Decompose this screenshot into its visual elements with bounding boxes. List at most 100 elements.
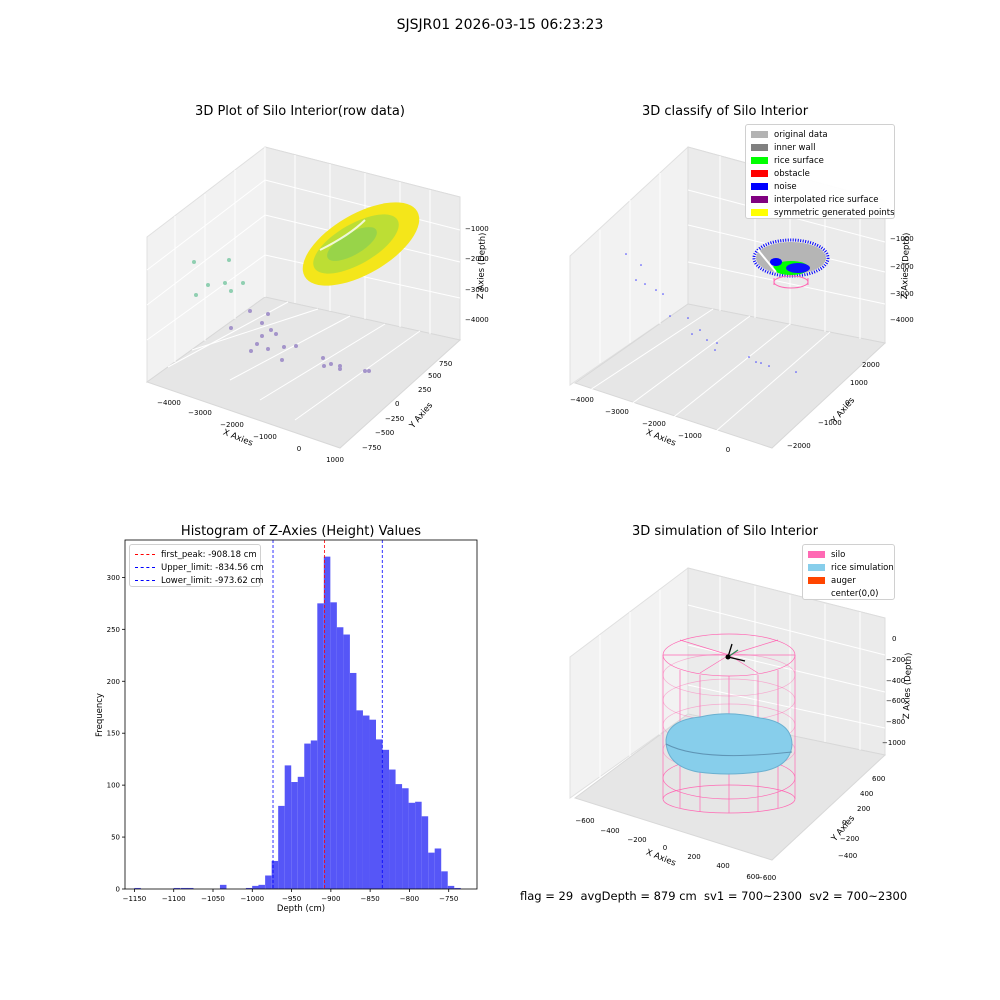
plot1-grid bbox=[146, 147, 461, 421]
plot2-xlabel: X Axies bbox=[644, 428, 677, 449]
plot4-ztick: −800 bbox=[886, 718, 905, 726]
legend-label: inner wall bbox=[774, 142, 816, 153]
legend-label: noise bbox=[774, 181, 797, 192]
legend-label: first_peak: -908.18 cm bbox=[161, 549, 257, 560]
legend-swatch bbox=[751, 131, 768, 138]
hist-ylabel: Frequency bbox=[95, 693, 105, 737]
plot2-legend: original data inner wall rice surface ob… bbox=[745, 124, 895, 219]
plot1-panes bbox=[145, 146, 462, 449]
hist-bar bbox=[421, 816, 429, 889]
legend-item-lower-limit: Lower_limit: -973.62 cm bbox=[135, 574, 263, 587]
legend-swatch bbox=[751, 144, 768, 151]
plot4-ztick: −1000 bbox=[882, 739, 906, 747]
hist-bar bbox=[252, 885, 259, 889]
hist-bar bbox=[258, 884, 265, 889]
plot4-xtick: 600 bbox=[746, 873, 759, 881]
plot1-zlabel: Z Axies (Depth) bbox=[476, 232, 488, 299]
hist-frame bbox=[124, 539, 478, 890]
hist-bar bbox=[402, 788, 409, 889]
plot2-ytick: −2000 bbox=[787, 442, 811, 450]
plot1-xtick: 1000 bbox=[326, 456, 344, 464]
legend-label: rice simulation bbox=[831, 562, 894, 573]
legend-item-original-data: original data bbox=[751, 128, 889, 141]
hist-bar bbox=[265, 875, 272, 889]
hist-bar bbox=[219, 884, 227, 889]
legend-swatch bbox=[751, 170, 768, 177]
plot2-points bbox=[625, 238, 830, 373]
plot4-ztick: −600 bbox=[886, 697, 905, 705]
legend-item-auger: auger bbox=[808, 574, 889, 587]
plot2-ytick: 1000 bbox=[850, 379, 868, 387]
legend-label: interpolated rice surface bbox=[774, 194, 879, 205]
hist-xtick-label: −950 bbox=[282, 895, 301, 903]
plot4-z-ticks: 0 −200 −400 −600 −800 −1000 bbox=[882, 635, 906, 747]
plot2-xtick: −2000 bbox=[642, 420, 666, 428]
legend-swatch bbox=[135, 554, 155, 555]
plot2-xtick: −3000 bbox=[605, 408, 629, 416]
plot4-ytick: −200 bbox=[840, 835, 859, 843]
hist-bar bbox=[304, 743, 311, 889]
legend-swatch bbox=[135, 567, 155, 568]
hist-bar bbox=[284, 765, 292, 889]
hist-bar bbox=[173, 887, 181, 889]
hist-bar bbox=[271, 860, 279, 889]
plot1-xtick: −4000 bbox=[157, 399, 181, 407]
legend-swatch bbox=[751, 209, 768, 216]
hist-axes: −1150 −1100 −1050 −1000 −950 −900 −850 −800 −750… bbox=[95, 539, 478, 914]
hist-bar bbox=[447, 885, 455, 889]
hist-x-ticks: −1150 −1100 −1050 −1000 −950 −900 −850 −800 −750 bbox=[123, 889, 458, 903]
hist-xlabel: Depth (cm) bbox=[277, 904, 325, 914]
plot4-ztick: 0 bbox=[892, 635, 896, 643]
plot2-title: 3D classify of Silo Interior bbox=[641, 104, 809, 119]
plot2-ztick: −3000 bbox=[890, 290, 914, 298]
hist-bars bbox=[134, 556, 461, 889]
hist-bar bbox=[356, 710, 363, 889]
plot4-ytick: −600 bbox=[757, 874, 776, 882]
plot4-x-ticks: −600 −400 −200 0 200 400 600 bbox=[575, 817, 759, 881]
plot4-rice bbox=[665, 713, 793, 775]
hist-ytick-label: 100 bbox=[107, 782, 120, 790]
legend-swatch bbox=[808, 564, 825, 571]
hist-ytick-label: 50 bbox=[111, 834, 120, 842]
plot1-xtick: −2000 bbox=[220, 421, 244, 429]
legend-swatch bbox=[135, 580, 155, 581]
plot1-xlabel: X Axies bbox=[221, 428, 254, 449]
plot4-auger bbox=[725, 643, 746, 662]
plot1-axes: −4000 −3000 −2000 −1000 0 1000 −750 −500… bbox=[145, 146, 489, 464]
hist-bar bbox=[245, 887, 253, 889]
hist-ytick-label: 200 bbox=[107, 678, 120, 686]
plot1-ytick: −750 bbox=[362, 444, 381, 452]
plot4-title: 3D simulation of Silo Interior bbox=[632, 524, 818, 539]
plot1-z-ticks: −1000 −2000 −3000 −4000 bbox=[465, 225, 489, 324]
legend-label: center(0,0) bbox=[831, 588, 879, 599]
plot1-x-ticks: −4000 −3000 −2000 −1000 0 1000 bbox=[157, 399, 344, 464]
hist-xtick-label: −900 bbox=[321, 895, 340, 903]
plot1-points bbox=[192, 202, 420, 373]
legend-swatch bbox=[808, 577, 825, 584]
plot4-xtick: −400 bbox=[600, 827, 619, 835]
plot4-xtick: 400 bbox=[716, 862, 729, 870]
plot4-xlabel: X Axies bbox=[644, 848, 677, 869]
hist-y-ticks: 0 50 100 150 200 250 300 bbox=[107, 574, 125, 894]
hist-bar bbox=[415, 801, 422, 889]
plot2-ztick: −4000 bbox=[890, 316, 914, 324]
hist-bar bbox=[389, 769, 396, 889]
hist-bar bbox=[186, 887, 194, 889]
legend-label: Upper_limit: -834.56 cm bbox=[161, 562, 264, 573]
hist-ytick-label: 300 bbox=[107, 574, 120, 582]
legend-item-rice-simulation: rice simulation bbox=[808, 561, 894, 574]
legend-label: auger bbox=[831, 575, 856, 586]
hist-bar bbox=[330, 602, 337, 889]
plot4-xtick: −200 bbox=[627, 836, 646, 844]
plot2-ytick: −1000 bbox=[818, 419, 842, 427]
plot1-xtick: 0 bbox=[297, 445, 301, 453]
hist-ytick-label: 150 bbox=[107, 730, 120, 738]
plot4-axes: −600 −400 −200 0 200 400 600 −600 −400 −… bbox=[569, 567, 914, 882]
legend-swatch bbox=[751, 183, 768, 190]
hist-bar bbox=[310, 740, 318, 889]
hist-ytick-label: 0 bbox=[116, 886, 120, 894]
hist-bar bbox=[362, 715, 370, 889]
hist-xtick-label: −1050 bbox=[201, 895, 225, 903]
plot2-x-ticks: −4000 −3000 −2000 −1000 0 bbox=[570, 396, 730, 454]
hist-bar bbox=[297, 776, 305, 889]
